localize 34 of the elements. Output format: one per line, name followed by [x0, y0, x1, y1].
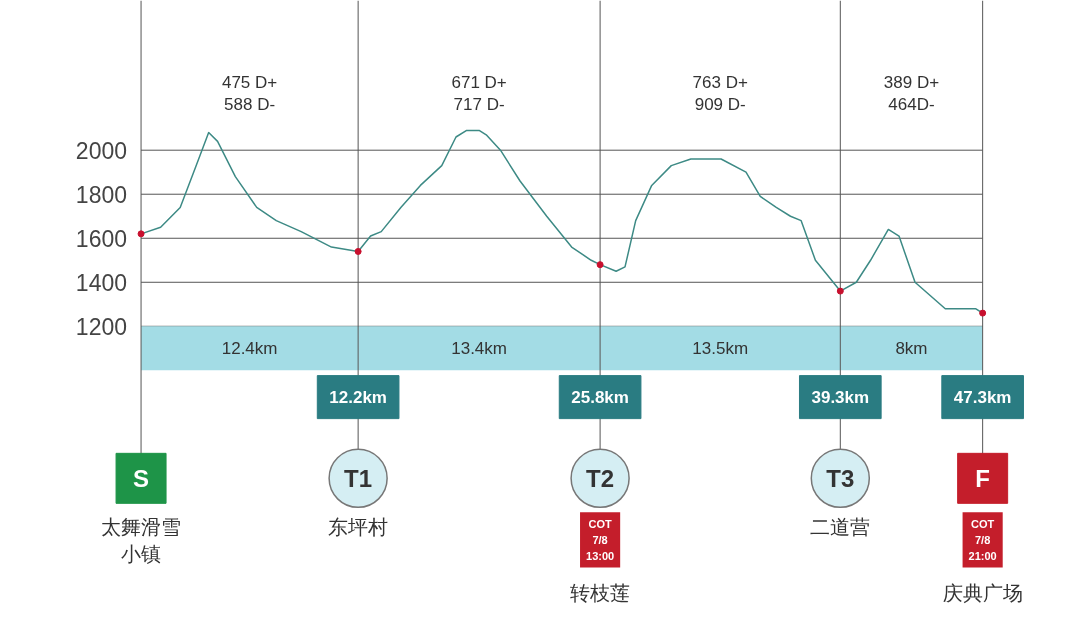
annotation: 389 D+ 464D-	[883, 72, 940, 115]
band-label: 13.4km	[451, 338, 507, 358]
point	[354, 247, 362, 255]
annotation: COT 7/8 13:00	[586, 518, 615, 562]
y-tick-label: 2000	[75, 137, 128, 164]
annotation: 475 D+ 588 D-	[221, 72, 278, 115]
x-tick-label: 25.8km	[571, 387, 629, 407]
annotation: COT 7/8 21:00	[968, 518, 997, 562]
point	[596, 261, 604, 269]
x-tick-label: 47.3km	[953, 387, 1012, 407]
point	[137, 230, 145, 238]
annotation: 二道营	[810, 516, 871, 539]
annotation: 东坪村	[328, 516, 389, 539]
band-label: 12.4km	[221, 338, 278, 358]
band-label: 13.5km	[692, 338, 749, 358]
y-tick-label: 1600	[75, 225, 128, 252]
y-tick-label: 1200	[75, 313, 128, 340]
ref-line-label: F	[975, 464, 990, 492]
annotation: 太舞滑雪小镇	[101, 516, 182, 565]
ref-line-label: S	[133, 464, 150, 492]
annotation: 转枝莲	[570, 582, 631, 605]
point	[836, 287, 844, 295]
ref-line-label: T1	[344, 464, 373, 492]
annotation: 763 D+ 909 D-	[692, 72, 748, 115]
band-label: 8km	[895, 338, 928, 358]
ref-line-label: T3	[826, 464, 855, 492]
y-tick-label: 1400	[75, 269, 128, 296]
annotation: 671 D+ 717 D-	[451, 72, 507, 115]
x-tick-label: 39.3km	[811, 387, 870, 407]
x-tick-label: 12.2km	[329, 387, 387, 407]
y-tick-label: 1800	[75, 181, 128, 208]
annotation: 庆典广场	[942, 582, 1023, 605]
point	[979, 309, 987, 317]
ref-line-label: T2	[586, 464, 615, 492]
